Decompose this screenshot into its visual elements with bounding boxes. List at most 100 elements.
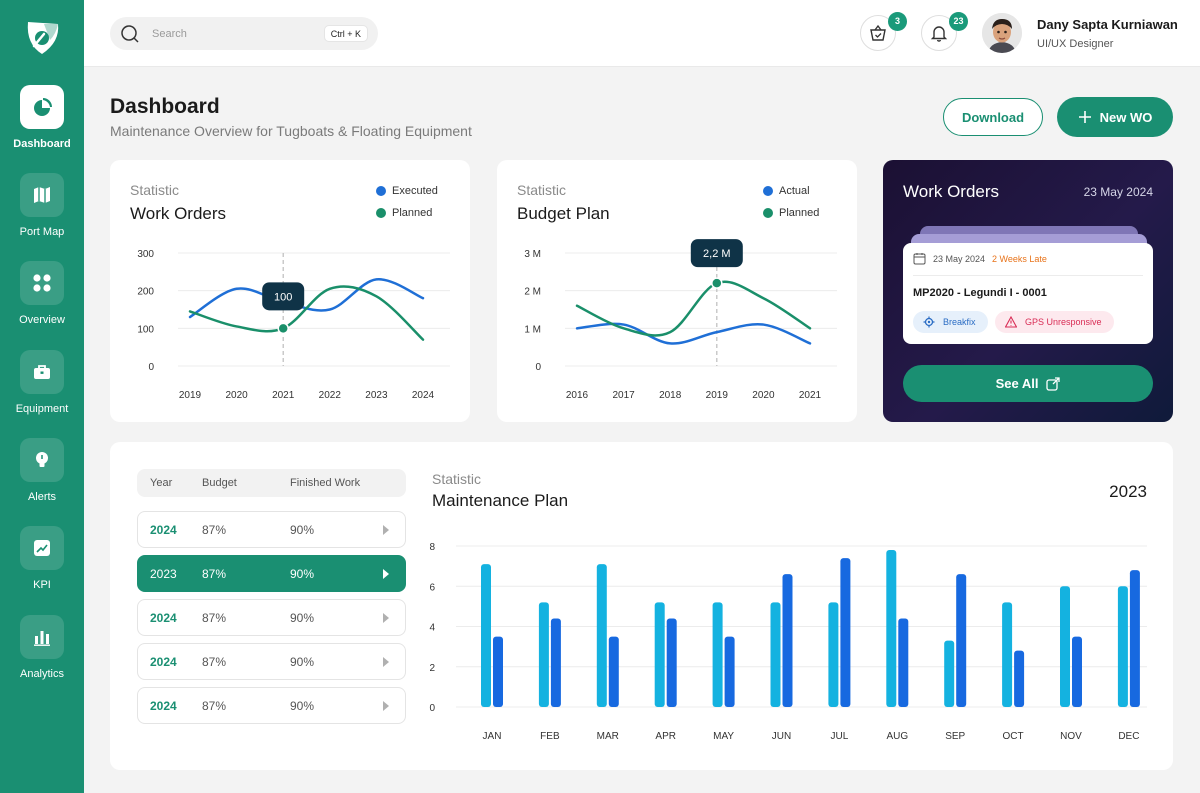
search-input[interactable] [152, 25, 312, 42]
y-tick-label: 300 [137, 249, 154, 260]
bar-dec-1 [1117, 586, 1128, 707]
row-budget: 87% [202, 611, 227, 625]
y-tick-label: 6 [429, 582, 435, 593]
bar-jul-1 [828, 602, 839, 707]
kpi-chart-icon [20, 526, 64, 570]
tag-label: GPS Unresponsive [1025, 317, 1102, 327]
row-year: 2024 [150, 611, 177, 625]
selected-year: 2023 [1109, 482, 1147, 501]
card-kicker: Statistic [130, 182, 180, 198]
series-line-actual [575, 322, 812, 345]
bar-aug-2 [898, 618, 909, 707]
card-title: Work Orders [130, 204, 227, 223]
table-row-selected[interactable]: 2023 87% 90% [137, 555, 406, 592]
bar-feb-2 [550, 618, 561, 707]
y-tick-label: 2 M [524, 287, 541, 298]
tooltip-value: 100 [274, 291, 292, 303]
wo-item-date: 23 May 2024 [933, 254, 986, 264]
x-tick-label: 2022 [319, 390, 342, 401]
legend-label: Planned [779, 207, 820, 219]
row-finished: 90% [290, 699, 315, 713]
bulb-icon [20, 438, 64, 482]
warning-icon [1005, 316, 1017, 328]
bar-mar-2 [608, 636, 619, 707]
x-tick-label: JAN [483, 731, 502, 742]
download-button[interactable]: Download [943, 98, 1043, 136]
bar-may-2 [724, 636, 735, 707]
chevron-right-icon [383, 701, 389, 711]
tag-label: Breakfix [943, 317, 976, 327]
x-tick-label: 2021 [272, 390, 295, 401]
avatar[interactable] [982, 13, 1022, 53]
x-tick-label: 2023 [365, 390, 388, 401]
calendar-icon [913, 253, 926, 265]
notification-badge: 23 [949, 12, 968, 31]
bar-nov-1 [1060, 586, 1070, 707]
wo-panel-title: Work Orders [903, 182, 1000, 201]
sidebar-item-kpi[interactable]: KPI [0, 526, 84, 591]
work-orders-chart-card: Statistic Work Orders Executed Planned 0… [110, 160, 470, 422]
legend-label: Executed [392, 185, 438, 197]
bar-sep-2 [956, 574, 967, 707]
sidebar-item-port-map[interactable]: Port Map [0, 173, 84, 238]
table-row[interactable]: 2024 87% 90% [137, 687, 406, 724]
table-header: Year Budget Finished Work [137, 469, 406, 497]
sidebar-item-alerts[interactable]: Alerts [0, 438, 84, 503]
cart-button[interactable]: 3 [860, 12, 907, 51]
user-name: Dany Sapta Kurniawan [1037, 17, 1178, 32]
y-tick-label: 100 [137, 324, 154, 335]
bell-icon [930, 26, 948, 42]
bar-jun-1 [770, 602, 781, 707]
row-year: 2023 [150, 567, 177, 581]
sidebar-item-overview[interactable]: Overview [0, 261, 84, 326]
briefcase-icon [20, 350, 64, 394]
maintenance-card: Year Budget Finished Work 2024 87% 90% 2… [110, 442, 1173, 770]
sidebar-item-analytics[interactable]: Analytics [0, 615, 84, 680]
bar-oct-2 [1014, 650, 1025, 707]
row-year: 2024 [150, 699, 177, 713]
x-tick-label: 2021 [799, 390, 822, 401]
work-orders-line-chart: 0 100 200 300 2019 2020 2021 2022 2023 2024 100 [137, 249, 450, 401]
pie-chart-icon [20, 85, 64, 129]
legend-label: Actual [779, 185, 810, 197]
row-budget: 87% [202, 523, 227, 537]
tag-gps-unresponsive: GPS Unresponsive [995, 311, 1114, 333]
work-order-item[interactable]: 23 May 2024 2 Weeks Late MP2020 - Legund… [903, 243, 1153, 344]
card-kicker: Statistic [517, 182, 567, 198]
sidebar: Dashboard Port Map Overview Equipment Al… [0, 0, 84, 793]
series-line-planned [575, 280, 812, 337]
bar-dec-2 [1129, 570, 1140, 707]
new-wo-button[interactable]: New WO [1057, 97, 1173, 137]
sidebar-label: Overview [19, 314, 65, 326]
table-row[interactable]: 2024 87% 90% [137, 511, 406, 548]
x-tick-label: SEP [945, 731, 965, 742]
y-tick-label: 1 M [524, 324, 541, 335]
row-finished: 90% [290, 655, 315, 669]
bar-feb-1 [538, 602, 549, 707]
legend-dot [763, 208, 773, 218]
see-all-button[interactable]: See All [903, 365, 1153, 402]
table-row[interactable]: 2024 87% 90% [137, 599, 406, 636]
row-budget: 87% [202, 655, 227, 669]
x-tick-label: OCT [1003, 731, 1024, 742]
plus-icon [1078, 111, 1091, 123]
series-line-executed [188, 278, 425, 319]
bar-jan-1 [481, 564, 491, 707]
notifications-button[interactable]: 23 [921, 12, 968, 51]
cart-badge: 3 [888, 12, 907, 31]
bar-may-1 [712, 602, 723, 707]
wo-panel-date: 23 May 2024 [1083, 185, 1153, 199]
search-bar[interactable]: Ctrl + K [110, 17, 378, 50]
x-tick-label: 2017 [612, 390, 635, 401]
work-orders-panel: Work Orders 23 May 2024 23 May 2024 2 We… [883, 160, 1173, 422]
row-finished: 90% [290, 567, 315, 581]
sidebar-item-equipment[interactable]: Equipment [0, 350, 84, 415]
page-title: Dashboard [110, 95, 220, 118]
maintenance-plan-bar-chart: 0 2 4 6 8 JAN FEB MAR APR MAY JUN JUL AUG SEP OCT NOV DE… [429, 542, 1147, 742]
legend-item: Planned [376, 207, 432, 219]
x-tick-label: JUL [831, 731, 849, 742]
table-row[interactable]: 2024 87% 90% [137, 643, 406, 680]
sidebar-item-dashboard[interactable]: Dashboard [0, 85, 84, 150]
legend-dot [376, 208, 386, 218]
legend-dot [376, 186, 386, 196]
